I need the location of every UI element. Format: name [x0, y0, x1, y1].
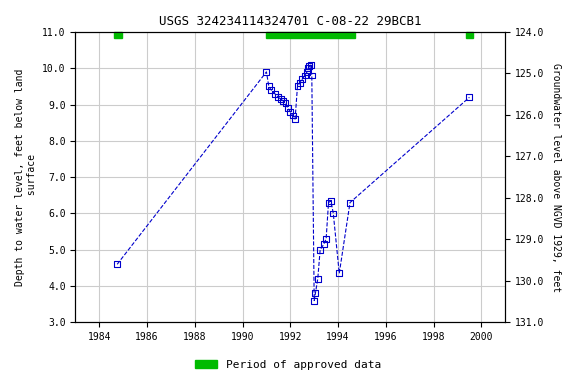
Point: [279, 98, 288, 104]
Point: [311, 290, 320, 296]
Bar: [267, 32, 355, 38]
Bar: [113, 32, 122, 38]
Point: [262, 69, 271, 75]
Point: [329, 210, 338, 217]
Point: [283, 105, 293, 111]
Y-axis label: Groundwater level above NGVD 1929, feet: Groundwater level above NGVD 1929, feet: [551, 63, 561, 292]
Point: [321, 236, 331, 242]
Legend: Period of approved data: Period of approved data: [191, 356, 385, 375]
Bar: [466, 32, 473, 38]
Point: [270, 91, 279, 97]
Point: [313, 276, 323, 282]
Point: [267, 87, 276, 93]
Point: [298, 76, 307, 82]
Point: [319, 241, 328, 247]
Point: [264, 83, 274, 89]
Point: [295, 80, 305, 86]
Point: [309, 298, 319, 304]
Point: [112, 261, 122, 267]
Point: [281, 100, 290, 106]
Point: [306, 61, 315, 68]
Point: [324, 200, 333, 206]
Y-axis label: Depth to water level, feet below land
 surface: Depth to water level, feet below land su…: [15, 68, 37, 286]
Title: USGS 324234114324701 C-08-22 29BCB1: USGS 324234114324701 C-08-22 29BCB1: [159, 15, 422, 28]
Point: [307, 73, 316, 79]
Point: [290, 116, 300, 122]
Point: [288, 113, 297, 119]
Point: [346, 200, 355, 206]
Point: [293, 83, 302, 89]
Point: [286, 109, 295, 115]
Point: [316, 247, 325, 253]
Point: [274, 94, 283, 100]
Point: [465, 94, 474, 100]
Point: [304, 65, 313, 71]
Point: [300, 73, 309, 79]
Point: [302, 69, 312, 75]
Point: [326, 198, 335, 204]
Point: [335, 270, 344, 276]
Point: [305, 63, 314, 70]
Point: [276, 96, 285, 102]
